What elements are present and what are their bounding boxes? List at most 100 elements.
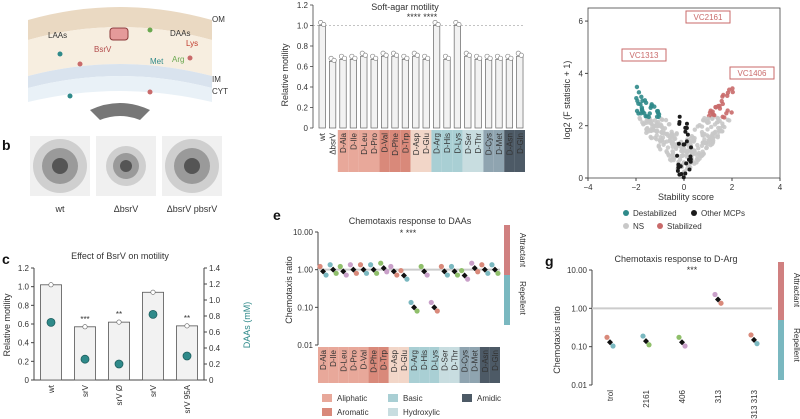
x-tick-label: 0 bbox=[682, 183, 687, 192]
replicate-point bbox=[384, 269, 390, 275]
cyt-label: CYT bbox=[212, 87, 228, 96]
scatter-point bbox=[686, 148, 692, 154]
scatter-point bbox=[655, 110, 661, 116]
data-point bbox=[456, 21, 462, 27]
scatter-point bbox=[678, 153, 684, 159]
data-point bbox=[445, 55, 451, 61]
category-label: srV bbox=[81, 384, 90, 397]
category-swatch bbox=[410, 130, 421, 172]
category-label: D-Pro bbox=[370, 132, 379, 153]
scatter-point bbox=[699, 124, 705, 129]
replicate-point bbox=[388, 263, 394, 270]
scatter-point bbox=[707, 110, 713, 115]
scatter-point bbox=[725, 108, 730, 113]
scatter-point-mcp bbox=[684, 121, 689, 126]
scatter-point bbox=[710, 136, 716, 141]
bar bbox=[108, 321, 130, 381]
category-label: srV 95A bbox=[183, 384, 192, 413]
chemotaxis-darg-significance: *** bbox=[687, 265, 698, 275]
plate-label: wt bbox=[55, 204, 65, 214]
y-tick-label: 0.01 bbox=[297, 341, 313, 350]
scatter-point bbox=[636, 111, 641, 116]
data-point bbox=[497, 55, 503, 61]
category-label: D-Ala bbox=[339, 132, 348, 153]
scatter-point bbox=[711, 112, 716, 118]
chemotaxis-daas-legend: Aliphatic Basic Amidic Aromatic Hydroxyl… bbox=[322, 394, 501, 417]
bar bbox=[422, 58, 430, 129]
bar bbox=[349, 58, 357, 129]
category-swatch bbox=[514, 130, 525, 172]
scatter-point bbox=[725, 90, 731, 96]
y-tick-label: 1.2 bbox=[18, 264, 30, 273]
y-tick-label: 0.10 bbox=[571, 343, 587, 352]
scatter-point bbox=[677, 157, 683, 162]
replicate-point bbox=[347, 262, 353, 268]
soft-agar-chart: Soft-agar motility **** **** Relative mo… bbox=[280, 1, 525, 172]
replicate-point bbox=[353, 270, 359, 276]
category-swatch bbox=[479, 347, 490, 383]
data-point bbox=[331, 57, 337, 63]
category-label: D-Lys bbox=[453, 133, 462, 154]
category-label: D-Glu bbox=[400, 350, 409, 371]
bar bbox=[318, 25, 326, 129]
scatter-point bbox=[654, 133, 659, 138]
category-label: D-Trp bbox=[401, 132, 410, 153]
scatter-point bbox=[649, 135, 654, 141]
category-label: D-Arg bbox=[433, 133, 442, 154]
scatter-point bbox=[700, 149, 705, 154]
data-point bbox=[352, 55, 358, 61]
scatter-point bbox=[704, 145, 709, 151]
scatter-point bbox=[710, 141, 715, 147]
scatter-point bbox=[637, 116, 643, 122]
replicate-point bbox=[333, 270, 339, 276]
mean-marker bbox=[607, 339, 613, 346]
replicate-point bbox=[414, 308, 420, 314]
scatter-point bbox=[709, 124, 714, 130]
replicate-point bbox=[374, 270, 380, 276]
annotation-vc1313: VC1313 bbox=[630, 51, 659, 60]
volcano-points bbox=[634, 84, 735, 180]
panel-letter-b: b bbox=[2, 137, 11, 153]
scatter-point bbox=[673, 145, 679, 150]
bar bbox=[453, 25, 461, 129]
category-label: D-Asn bbox=[505, 133, 514, 155]
scatter-point bbox=[720, 101, 725, 107]
legend-aliphatic: Aliphatic bbox=[337, 394, 367, 403]
category-label: D-Pro bbox=[349, 349, 358, 370]
met-label: Met bbox=[150, 57, 164, 66]
chemotaxis-daas-marks bbox=[317, 260, 501, 314]
chemotaxis-darg-marks bbox=[604, 291, 760, 349]
scatter-point-mcp bbox=[683, 129, 688, 134]
category-swatch bbox=[328, 347, 339, 383]
scatter-point bbox=[667, 138, 672, 144]
arg-label: Arg bbox=[172, 55, 184, 64]
soft-agar-title: Soft-agar motility bbox=[371, 2, 439, 12]
scatter-point-mcp bbox=[677, 172, 682, 177]
category-label: D-Asp bbox=[390, 349, 399, 372]
x-tick-label: 2 bbox=[730, 183, 735, 192]
y-tick-label: 0.8 bbox=[18, 301, 30, 310]
mean-marker bbox=[360, 266, 367, 273]
scatter-point-mcp bbox=[684, 139, 689, 144]
legend-hydroxylic: Hydroxylic bbox=[403, 408, 440, 417]
bar bbox=[360, 55, 368, 129]
scatter-point bbox=[658, 147, 663, 152]
mean-marker bbox=[320, 268, 327, 275]
replicate-point bbox=[368, 262, 374, 268]
y-tick-label: 0.4 bbox=[297, 83, 309, 92]
annotation-vc2161: VC2161 bbox=[694, 13, 723, 22]
bar bbox=[412, 55, 420, 129]
mean-marker bbox=[411, 304, 418, 311]
chemotaxis-daas-ylabel: Chemotaxis ratio bbox=[284, 256, 294, 324]
scatter-point bbox=[686, 142, 691, 147]
replicate-point bbox=[448, 263, 455, 270]
replicate-point bbox=[317, 263, 323, 270]
category-label: D-Phe bbox=[370, 349, 379, 372]
y-tick-label-right: 1.2 bbox=[209, 280, 221, 289]
mean-marker bbox=[340, 268, 347, 275]
y-tick-label: 0.2 bbox=[18, 357, 30, 366]
scatter-point-mcp bbox=[684, 125, 689, 130]
category-label: D-Lys bbox=[430, 350, 439, 371]
im-label: IM bbox=[212, 75, 221, 84]
replicate-point bbox=[489, 262, 495, 268]
